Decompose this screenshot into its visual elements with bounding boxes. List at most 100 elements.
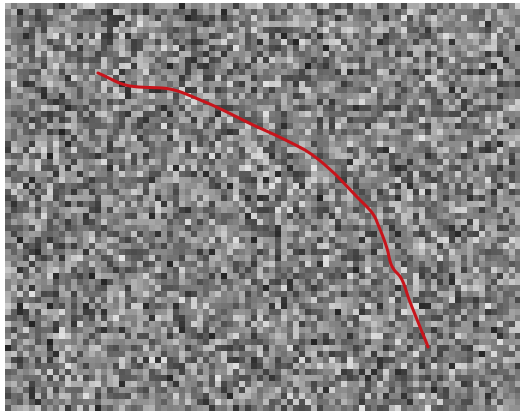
noise-pixel	[65, 69, 71, 75]
noise-pixel	[113, 225, 119, 231]
noise-pixel	[461, 231, 467, 237]
noise-pixel	[137, 195, 143, 201]
noise-pixel	[401, 3, 407, 9]
noise-pixel	[503, 57, 509, 63]
noise-pixel	[209, 3, 215, 9]
noise-pixel	[311, 171, 317, 177]
noise-pixel	[347, 123, 353, 129]
noise-pixel	[161, 261, 167, 267]
noise-pixel	[17, 243, 23, 249]
noise-pixel	[179, 279, 185, 285]
noise-pixel	[23, 213, 29, 219]
noise-pixel	[359, 321, 365, 327]
noise-pixel	[335, 165, 341, 171]
noise-pixel	[197, 57, 203, 63]
noise-pixel	[485, 249, 491, 255]
noise-pixel	[359, 33, 365, 39]
noise-pixel	[71, 285, 77, 291]
noise-pixel	[29, 27, 35, 33]
noise-pixel	[203, 279, 209, 285]
noise-pixel	[329, 117, 335, 123]
noise-pixel	[35, 195, 41, 201]
noise-pixel	[491, 93, 497, 99]
noise-pixel	[515, 267, 520, 273]
noise-pixel	[413, 21, 419, 27]
noise-pixel	[383, 135, 389, 141]
noise-pixel	[137, 3, 143, 9]
noise-pixel	[197, 3, 203, 9]
noise-pixel	[347, 213, 353, 219]
noise-pixel	[419, 15, 425, 21]
noise-pixel	[389, 219, 395, 225]
noise-pixel	[299, 195, 305, 201]
noise-pixel	[293, 129, 299, 135]
noise-pixel	[131, 273, 137, 279]
noise-pixel	[377, 105, 383, 111]
noise-pixel	[77, 9, 83, 15]
noise-pixel	[461, 147, 467, 153]
noise-pixel	[149, 321, 155, 327]
noise-pixel	[167, 315, 173, 321]
noise-pixel	[89, 75, 95, 81]
noise-pixel	[323, 15, 329, 21]
noise-pixel	[299, 273, 305, 279]
noise-pixel	[107, 237, 113, 243]
noise-pixel	[281, 237, 287, 243]
noise-pixel	[167, 249, 173, 255]
noise-pixel	[455, 297, 461, 303]
noise-pixel	[239, 255, 245, 261]
noise-pixel	[95, 339, 101, 345]
noise-pixel	[185, 291, 191, 297]
noise-pixel	[413, 237, 419, 243]
noise-pixel	[341, 333, 347, 339]
noise-pixel	[23, 261, 29, 267]
noise-pixel	[401, 261, 407, 267]
noise-pixel	[341, 243, 347, 249]
noise-pixel	[443, 177, 449, 183]
noise-pixel	[185, 153, 191, 159]
noise-pixel	[383, 213, 389, 219]
noise-pixel	[329, 273, 335, 279]
noise-pixel	[509, 297, 515, 303]
noise-pixel	[185, 273, 191, 279]
noise-pixel	[191, 345, 197, 351]
noise-pixel	[95, 285, 101, 291]
noise-pixel	[191, 315, 197, 321]
noise-pixel	[113, 291, 119, 297]
noise-pixel	[491, 315, 497, 321]
noise-pixel	[239, 129, 245, 135]
noise-pixel	[245, 153, 251, 159]
noise-pixel	[245, 75, 251, 81]
noise-pixel	[5, 153, 11, 159]
noise-pixel	[401, 237, 407, 243]
noise-pixel	[101, 195, 107, 201]
noise-pixel	[251, 321, 257, 327]
noise-pixel	[173, 147, 179, 153]
noise-pixel	[497, 249, 503, 255]
noise-pixel	[341, 57, 347, 63]
noise-pixel	[335, 21, 341, 27]
noise-pixel	[515, 57, 520, 63]
noise-pixel	[149, 45, 155, 51]
noise-pixel	[245, 237, 251, 243]
noise-pixel	[491, 51, 497, 57]
noise-pixel	[335, 141, 341, 147]
noise-pixel	[143, 225, 149, 231]
noise-pixel	[287, 147, 293, 153]
noise-pixel	[485, 177, 491, 183]
noise-pixel	[29, 33, 35, 39]
noise-pixel	[443, 291, 449, 297]
noise-pixel	[311, 57, 317, 63]
noise-pixel	[335, 243, 341, 249]
noise-pixel	[347, 165, 353, 171]
noise-pixel	[101, 165, 107, 171]
noise-pixel	[293, 303, 299, 309]
noise-pixel	[455, 105, 461, 111]
noise-pixel	[275, 123, 281, 129]
noise-pixel	[101, 51, 107, 57]
noise-pixel	[401, 339, 407, 345]
noise-pixel	[233, 21, 239, 27]
noise-pixel	[245, 99, 251, 105]
noise-pixel	[443, 183, 449, 189]
noise-pixel	[191, 75, 197, 81]
